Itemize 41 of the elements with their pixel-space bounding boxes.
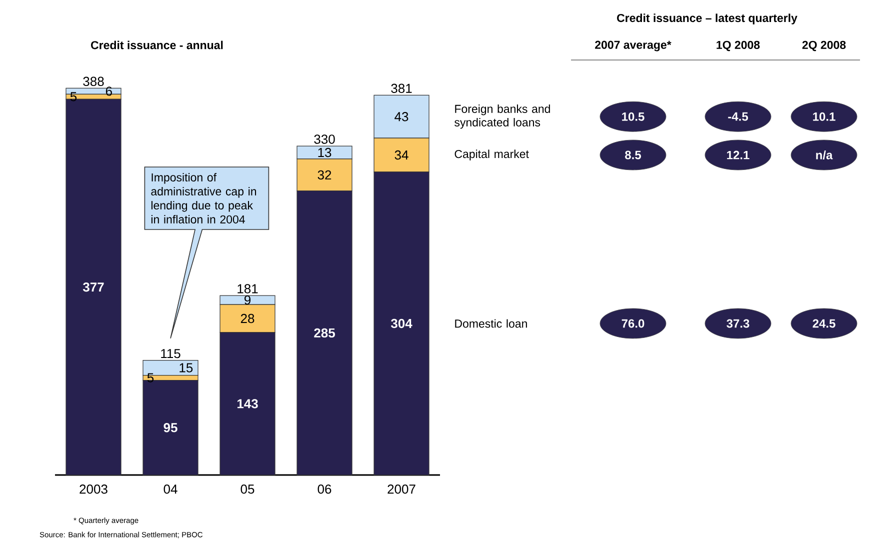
text: 24.5: [812, 319, 836, 328]
data-label: 28: [240, 314, 254, 324]
x-tick-label: 2007: [388, 484, 416, 494]
total-label: 115: [161, 349, 180, 358]
data-label: 285: [314, 328, 335, 338]
data-label: 304: [390, 318, 412, 328]
data-label: 13: [318, 148, 332, 158]
category-label: 2007 average*: [595, 40, 672, 52]
x-tick-label: 04: [164, 484, 178, 494]
data-label: 9: [244, 295, 251, 305]
total-label: 330: [314, 134, 335, 144]
x-tick-label: 06: [318, 484, 332, 494]
text: 8.5: [625, 150, 642, 160]
text: Foreign banks and syndicated loans: [454, 104, 550, 129]
text: Credit issuance – latest quarterly: [617, 14, 798, 24]
text: -4.5: [728, 112, 748, 121]
x-tick-label: 2003: [80, 484, 108, 494]
annotation: Imposition of administrative cap in lending due to peak in inflation in 2004: [151, 173, 256, 224]
text: n/a: [816, 150, 833, 160]
x-tick-label: 05: [240, 484, 254, 494]
category-label: 2Q 2008: [802, 40, 846, 52]
text: 12.1: [727, 150, 750, 160]
data-label: 34: [394, 150, 408, 160]
text: Capital market: [454, 150, 529, 160]
data-label: 32: [318, 170, 332, 180]
data-label: 43: [394, 112, 408, 122]
data-label: 377: [82, 282, 104, 292]
data-label: 143: [237, 399, 258, 408]
total-label: 381: [391, 84, 412, 93]
text: 37.3: [726, 319, 750, 328]
total-label: 181: [238, 284, 258, 294]
category-label: 1Q 2008: [716, 40, 760, 52]
text: 10.5: [622, 112, 644, 121]
chart-title: Credit issuance - annual: [91, 40, 223, 50]
total-label: 388: [83, 76, 104, 86]
text: 10.1: [813, 112, 836, 121]
data-label: 6: [106, 86, 112, 96]
text: 76.0: [622, 319, 644, 328]
text: Domestic loan: [455, 319, 527, 328]
data-label: 15: [180, 363, 193, 372]
data-label: 95: [164, 423, 178, 432]
